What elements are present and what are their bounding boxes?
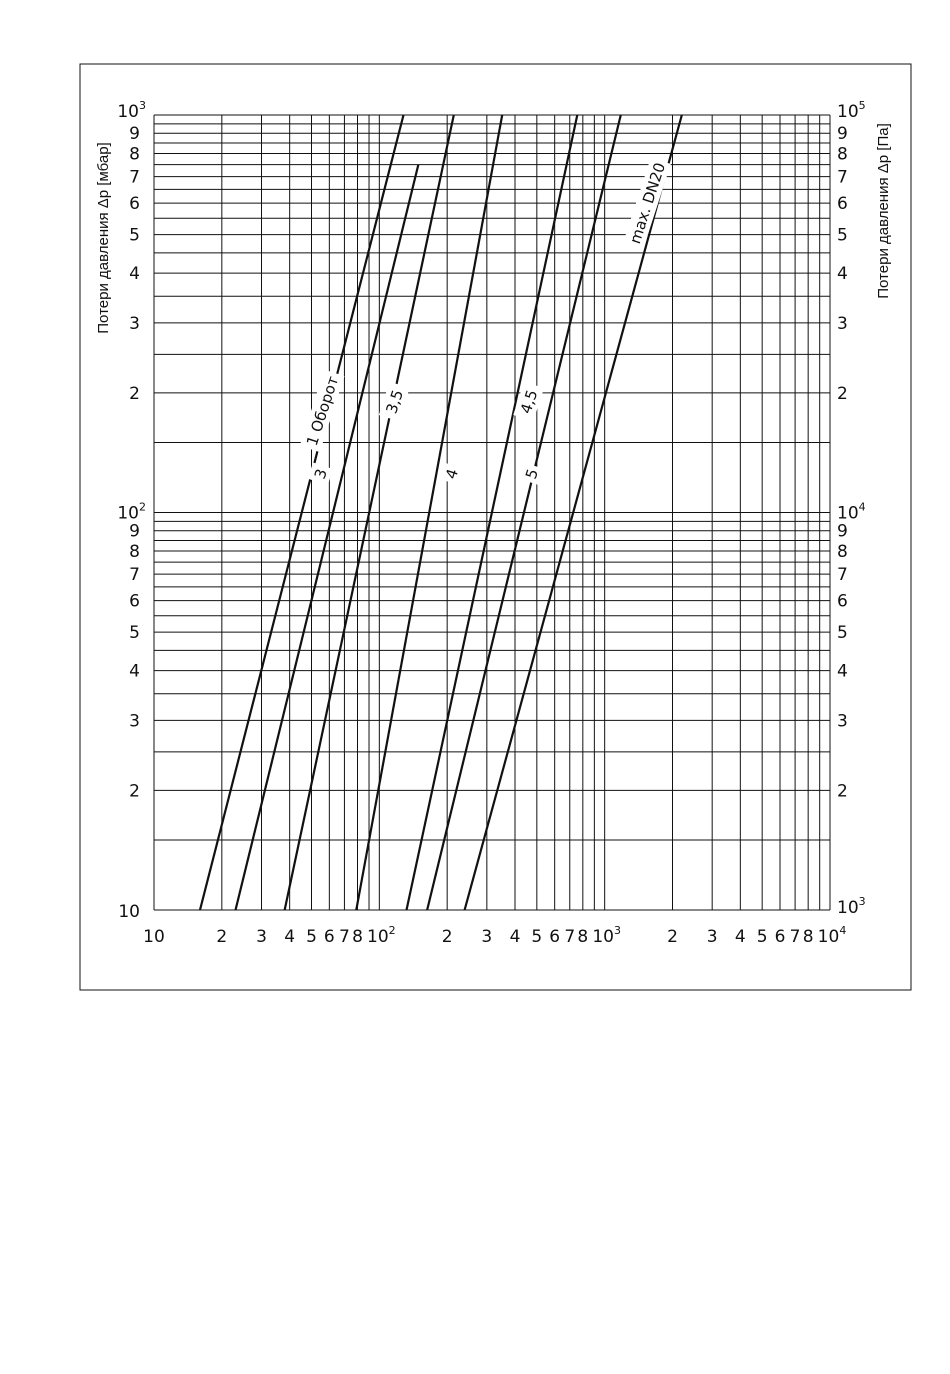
y-axis-title-left: Потери давления Δp [мбар]	[95, 142, 112, 333]
y-tick-label-right: 4	[837, 662, 848, 682]
y-tick-label-right: 9	[837, 522, 848, 542]
x-tick-label: 5	[757, 927, 768, 947]
curve-label-group-1: 1 Оборот	[299, 369, 345, 453]
curve-label-bg	[378, 381, 410, 422]
y-tick-label-left: 9	[129, 522, 140, 542]
x-tick-label: 6	[775, 927, 786, 947]
chart-frame	[79, 63, 912, 991]
curve-label-group-6: 5	[518, 462, 545, 486]
y-tick-label-left: 3	[129, 711, 140, 731]
curve-3	[283, 114, 455, 911]
y-tick-label-left: 2	[129, 384, 140, 404]
curves	[198, 114, 683, 911]
x-tick-label: 5	[531, 927, 542, 947]
curve-label-bg	[299, 369, 345, 453]
y-tick-label-left: 102	[117, 501, 146, 524]
y-tick-label-right: 6	[837, 592, 848, 612]
x-tick-label: 3	[481, 927, 492, 947]
x-tick-label: 3	[256, 927, 267, 947]
y-tick-label-left: 103	[117, 99, 146, 122]
x-tick-label: 7	[564, 927, 575, 947]
curve-label-bg	[307, 462, 333, 486]
curve-label-group-4: 4	[438, 462, 465, 486]
x-tick-label: 5	[306, 927, 317, 947]
y-tick-label-right: 7	[837, 565, 848, 585]
y-tick-label-left: 7	[129, 168, 140, 188]
x-tick-label: 2	[442, 927, 453, 947]
x-tick-label: 7	[339, 927, 350, 947]
x-tick-label: 8	[577, 927, 588, 947]
y-tick-label-left: 2	[129, 781, 140, 801]
y-tick-label-left: 9	[129, 124, 140, 144]
x-tick-label: 104	[818, 924, 847, 947]
x-tick-label: 103	[592, 924, 621, 947]
curve-4	[355, 114, 504, 911]
y-tick-label-left: 4	[129, 662, 140, 682]
y-tick-label-right: 5	[837, 623, 848, 643]
x-tick-label: 4	[735, 927, 746, 947]
x-tick-label: 4	[510, 927, 521, 947]
y-tick-label-right: 103	[837, 895, 866, 918]
x-tick-label: 8	[803, 927, 814, 947]
curve-label-group-3: 3,5	[378, 381, 410, 422]
x-tick-label: 8	[352, 927, 363, 947]
y-tick-label-right: 2	[837, 781, 848, 801]
x-tick-label: 3	[707, 927, 718, 947]
y-tick-label-left: 6	[129, 592, 140, 612]
tick-labels: 10 2 3 4 5 6 7 8 102 2 3 4 5 6 7 8 103 2 3 4 5 6 7 8 10410234567…	[117, 99, 865, 947]
y-tick-label-right: 105	[837, 99, 866, 122]
x-tick-label: 2	[216, 927, 227, 947]
y-tick-label-left: 7	[129, 565, 140, 585]
curve-label-bg	[623, 157, 671, 249]
curve-6	[426, 114, 622, 911]
x-tick-label: 6	[324, 927, 335, 947]
curve-label-bg	[513, 381, 545, 422]
y-tick-label-left: 5	[129, 226, 140, 246]
curve-1	[198, 114, 405, 911]
y-tick-label-right: 3	[837, 711, 848, 731]
curve-label-group-5: 4,5	[513, 381, 545, 422]
y-tick-label-right: 8	[837, 542, 848, 562]
y-tick-label-right: 2	[837, 384, 848, 404]
y-axis-title-right: Потери давления Δp [Па]	[875, 123, 892, 298]
y-tick-label-left: 3	[129, 314, 140, 334]
y-tick-label-right: 7	[837, 168, 848, 188]
y-tick-label-right: 4	[837, 264, 848, 284]
x-tick-label: 4	[284, 927, 295, 947]
curve-7	[463, 114, 683, 911]
y-tick-label-right: 3	[837, 314, 848, 334]
curve-5	[405, 114, 579, 911]
y-tick-label-right: 6	[837, 194, 848, 214]
y-tick-label-left: 10	[118, 902, 140, 922]
curve-2	[234, 164, 420, 911]
grid	[153, 114, 831, 911]
y-tick-label-left: 8	[129, 542, 140, 562]
y-tick-label-right: 9	[837, 124, 848, 144]
curve-label-bg	[518, 462, 545, 486]
y-tick-label-left: 4	[129, 264, 140, 284]
y-tick-label-left: 5	[129, 623, 140, 643]
curve-label-group-2: 3	[307, 462, 333, 486]
y-tick-label-right: 5	[837, 226, 848, 246]
x-tick-label: 7	[790, 927, 801, 947]
x-tick-label: 10	[143, 927, 165, 947]
x-tick-label: 2	[667, 927, 678, 947]
y-tick-label-right: 104	[837, 501, 866, 524]
y-tick-label-left: 6	[129, 194, 140, 214]
curve-label-1: 1 Оборот	[303, 374, 342, 448]
y-tick-label-right: 8	[837, 145, 848, 165]
curve-label-bg	[438, 462, 465, 486]
x-tick-label: 102	[367, 924, 396, 947]
x-tick-label: 6	[549, 927, 560, 947]
y-tick-label-left: 8	[129, 145, 140, 165]
